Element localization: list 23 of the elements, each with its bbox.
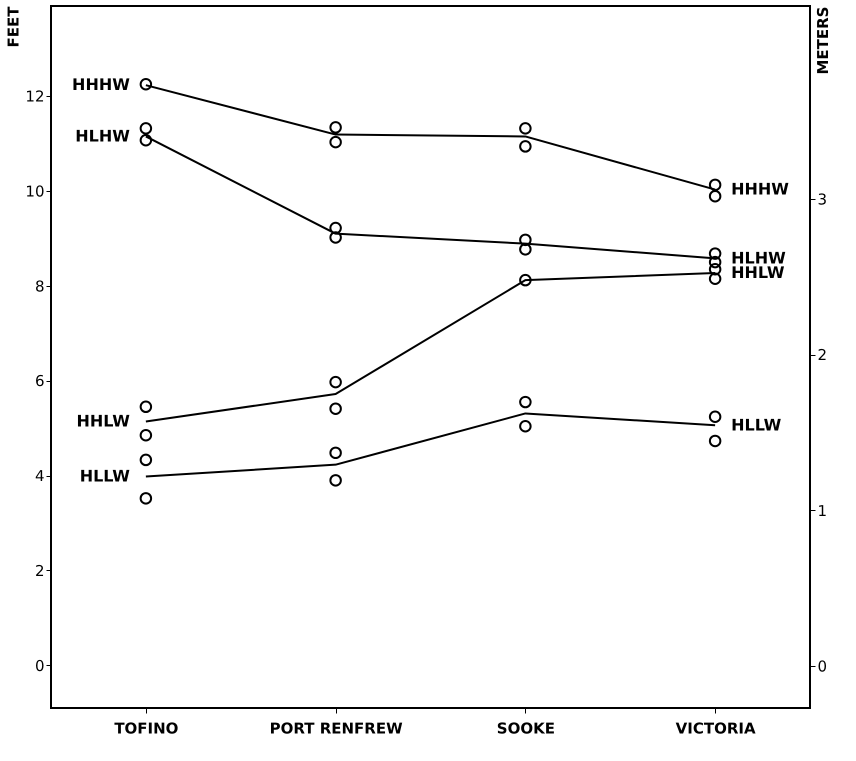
y-tick-label: 2 <box>34 562 44 580</box>
y2-tick-label: 3 <box>818 190 828 209</box>
x-tick-label: SOOKE <box>496 720 555 738</box>
y-tick-label: 6 <box>34 372 44 390</box>
y2-tick-label: 1 <box>818 502 828 520</box>
y-tick-label: 10 <box>25 182 44 200</box>
series-label: HHLW <box>76 412 130 431</box>
x-tick-label: PORT RENFREW <box>270 720 404 738</box>
y2-tick-label: 0 <box>818 657 828 676</box>
x-tick-label: VICTORIA <box>676 720 756 738</box>
y-tick-label: 8 <box>34 277 44 296</box>
y2-axis-title: METERS <box>814 6 832 75</box>
y-tick-label: 0 <box>34 656 44 675</box>
text: HHHW <box>731 180 789 199</box>
y-axis-title: FEET <box>4 6 22 48</box>
y2-tick-label: 2 <box>818 346 828 364</box>
y-tick-label: 12 <box>25 88 44 106</box>
x-tick-label: TOFINO <box>114 720 178 738</box>
series-label: HLHW <box>75 126 130 146</box>
y-tick-label: 4 <box>34 467 44 486</box>
series-label: HHHW <box>72 75 130 94</box>
text: HLLW <box>731 415 782 434</box>
series-label: HLLW <box>80 466 130 486</box>
